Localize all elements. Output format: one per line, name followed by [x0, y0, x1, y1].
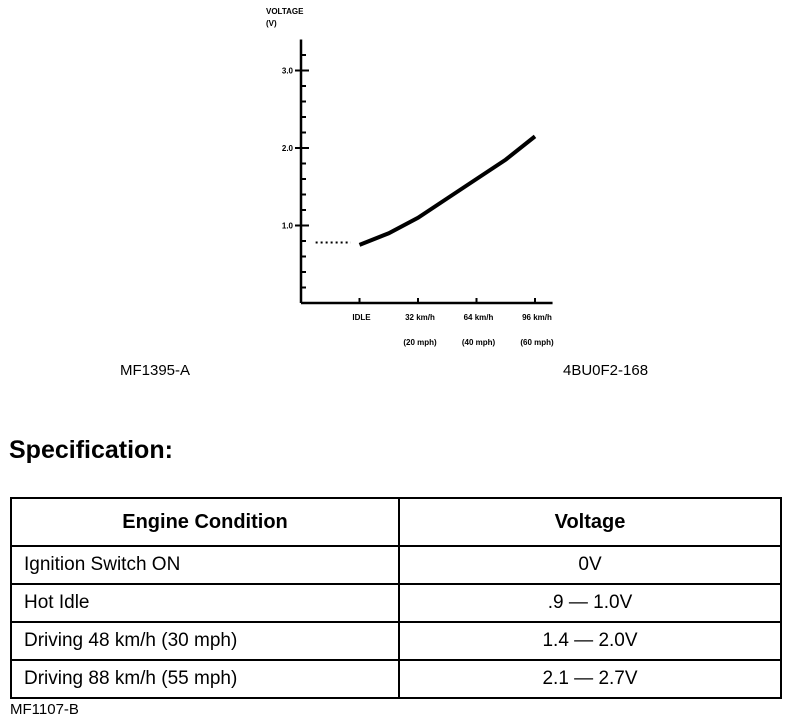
condition-cell: Driving 88 km/h (55 mph) [10, 659, 400, 699]
x-tick-label: 96 km/h [522, 313, 552, 322]
condition-cell: Hot Idle [10, 583, 400, 623]
condition-cell: Driving 48 km/h (30 mph) [10, 621, 400, 661]
spec-title: Specification: [9, 436, 173, 464]
header-voltage: Voltage [398, 497, 782, 547]
voltage-cell: .9 — 1.0V [398, 583, 782, 623]
x-tick-label: IDLE [352, 313, 371, 322]
table-header: Engine Condition Voltage [10, 497, 782, 547]
x-tick-sublabel: (20 mph) [403, 338, 437, 347]
y-tick-label: 3.0 [282, 67, 294, 76]
voltage-cell: 1.4 — 2.0V [398, 621, 782, 661]
voltage-curve [358, 134, 537, 247]
figure-ref-left: MF1395-A [120, 362, 191, 379]
table-row: Ignition Switch ON 0V [10, 545, 782, 585]
voltage-cell: 2.1 — 2.7V [398, 659, 782, 699]
voltage-cell: 0V [398, 545, 782, 585]
y-axis-label: (V) [266, 19, 277, 28]
y-tick-label: 2.0 [282, 144, 294, 153]
x-tick-sublabel: (40 mph) [462, 338, 496, 347]
x-tick-sublabel: (60 mph) [520, 338, 554, 347]
condition-cell: Ignition Switch ON [10, 545, 400, 585]
x-tick-label: 32 km/h [405, 313, 435, 322]
spec-table: Engine Condition Voltage Ignition Switch… [10, 497, 782, 699]
y-tick-label: 1.0 [282, 222, 294, 231]
footer-ref: MF1107-B [10, 701, 79, 718]
table-row: Driving 48 km/h (30 mph) 1.4 — 2.0V [10, 621, 782, 661]
table-row: Driving 88 km/h (55 mph) 2.1 — 2.7V [10, 659, 782, 699]
voltage-chart: VOLTAGE (V) 1.0 2.0 3.0 IDLE 32 km/h (20 mph) 64… [266, 7, 554, 347]
y-axis-label: VOLTAGE [266, 7, 304, 16]
figure-ref-right: 4BU0F2-168 [563, 362, 649, 379]
x-tick-label: 64 km/h [464, 313, 494, 322]
table-row: Hot Idle .9 — 1.0V [10, 583, 782, 623]
header-condition: Engine Condition [10, 497, 400, 547]
